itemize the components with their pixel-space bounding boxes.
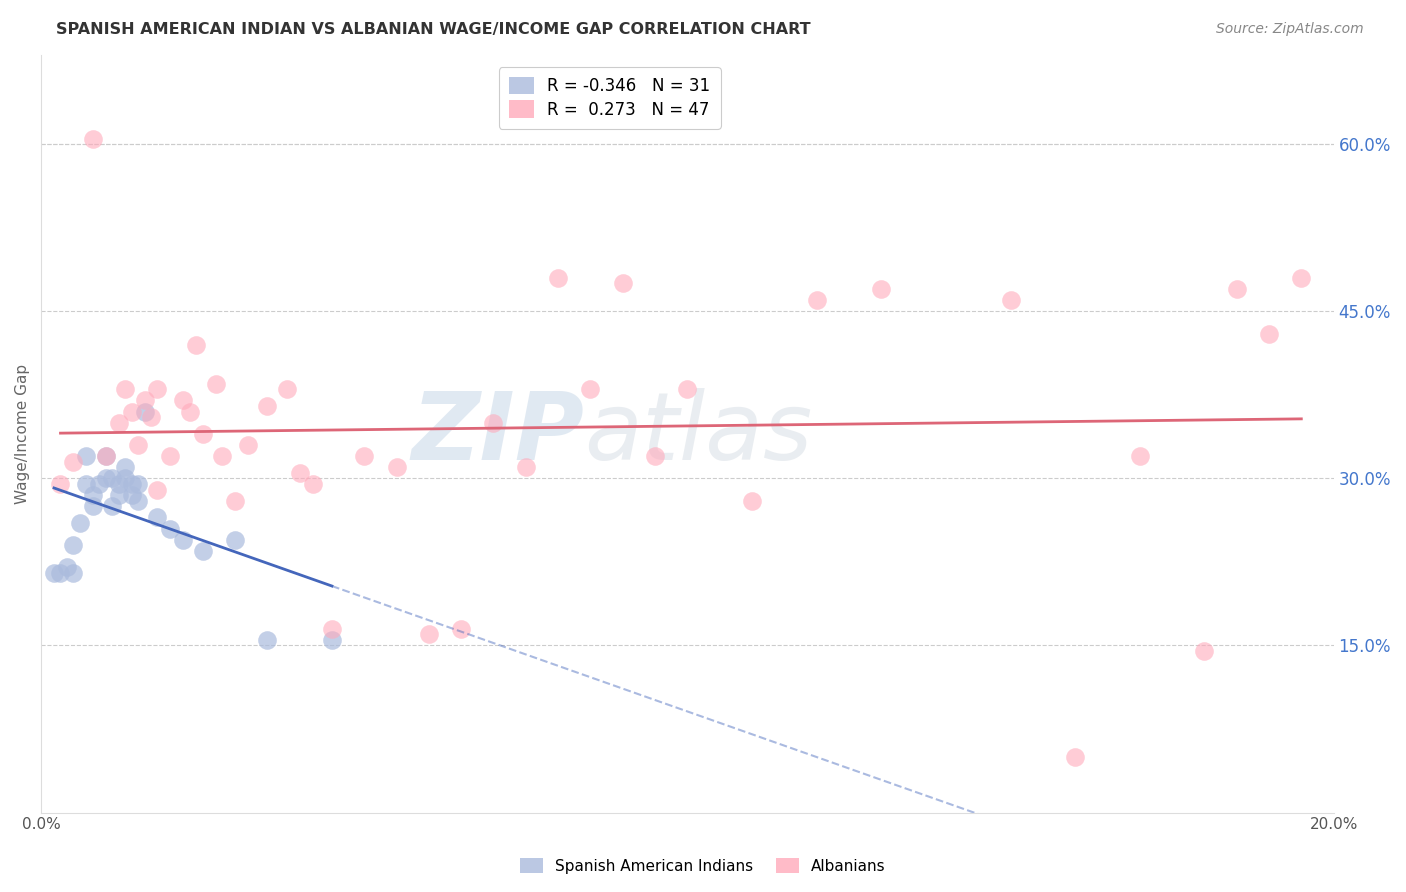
Point bbox=[94, 471, 117, 485]
Point bbox=[107, 488, 129, 502]
Point bbox=[82, 500, 104, 514]
Text: SPANISH AMERICAN INDIAN VS ALBANIAN WAGE/INCOME GAP CORRELATION CHART: SPANISH AMERICAN INDIAN VS ALBANIAN WAGE… bbox=[56, 22, 811, 37]
Point bbox=[1258, 326, 1281, 341]
Point bbox=[547, 271, 569, 285]
Point bbox=[1129, 449, 1152, 463]
Point bbox=[806, 293, 828, 308]
Point bbox=[288, 466, 311, 480]
Point bbox=[159, 449, 181, 463]
Point bbox=[579, 382, 602, 396]
Point bbox=[139, 410, 162, 425]
Point bbox=[1194, 644, 1216, 658]
Point bbox=[62, 566, 84, 580]
Point bbox=[146, 510, 169, 524]
Point bbox=[321, 622, 343, 636]
Point bbox=[450, 622, 472, 636]
Point bbox=[224, 533, 246, 547]
Point bbox=[127, 493, 149, 508]
Point bbox=[134, 393, 156, 408]
Point bbox=[224, 493, 246, 508]
Point bbox=[62, 455, 84, 469]
Point bbox=[121, 488, 143, 502]
Point bbox=[256, 399, 278, 413]
Text: atlas: atlas bbox=[583, 388, 813, 479]
Point bbox=[276, 382, 298, 396]
Point bbox=[56, 560, 79, 574]
Point bbox=[49, 477, 72, 491]
Point bbox=[353, 449, 375, 463]
Text: ZIP: ZIP bbox=[411, 388, 583, 480]
Point bbox=[179, 404, 201, 418]
Y-axis label: Wage/Income Gap: Wage/Income Gap bbox=[15, 364, 30, 504]
Point bbox=[321, 632, 343, 647]
Point bbox=[127, 438, 149, 452]
Point bbox=[89, 477, 111, 491]
Point bbox=[134, 404, 156, 418]
Point bbox=[42, 566, 65, 580]
Point bbox=[114, 460, 136, 475]
Point bbox=[1291, 271, 1313, 285]
Point bbox=[127, 477, 149, 491]
Point bbox=[94, 449, 117, 463]
Point bbox=[121, 404, 143, 418]
Point bbox=[676, 382, 699, 396]
Point bbox=[146, 483, 169, 497]
Point bbox=[236, 438, 259, 452]
Point bbox=[172, 393, 194, 408]
Point bbox=[101, 500, 124, 514]
Point bbox=[191, 543, 214, 558]
Point bbox=[82, 488, 104, 502]
Point bbox=[256, 632, 278, 647]
Point bbox=[107, 477, 129, 491]
Point bbox=[69, 516, 91, 530]
Point bbox=[1000, 293, 1022, 308]
Point bbox=[62, 538, 84, 552]
Point bbox=[1226, 282, 1249, 296]
Point bbox=[644, 449, 666, 463]
Point bbox=[121, 477, 143, 491]
Point bbox=[186, 337, 208, 351]
Point bbox=[204, 376, 226, 391]
Point bbox=[385, 460, 408, 475]
Legend: R = -0.346   N = 31, R =  0.273   N = 47: R = -0.346 N = 31, R = 0.273 N = 47 bbox=[499, 67, 720, 128]
Point bbox=[301, 477, 323, 491]
Point bbox=[211, 449, 233, 463]
Point bbox=[870, 282, 893, 296]
Point bbox=[172, 533, 194, 547]
Point bbox=[146, 382, 169, 396]
Point bbox=[612, 277, 634, 291]
Point bbox=[1064, 749, 1087, 764]
Point bbox=[114, 382, 136, 396]
Text: Source: ZipAtlas.com: Source: ZipAtlas.com bbox=[1216, 22, 1364, 37]
Point bbox=[741, 493, 763, 508]
Point bbox=[49, 566, 72, 580]
Point bbox=[418, 627, 440, 641]
Point bbox=[82, 131, 104, 145]
Point bbox=[107, 416, 129, 430]
Point bbox=[101, 471, 124, 485]
Legend: Spanish American Indians, Albanians: Spanish American Indians, Albanians bbox=[515, 852, 891, 880]
Point bbox=[159, 522, 181, 536]
Point bbox=[75, 477, 97, 491]
Point bbox=[515, 460, 537, 475]
Point bbox=[94, 449, 117, 463]
Point bbox=[114, 471, 136, 485]
Point bbox=[482, 416, 505, 430]
Point bbox=[75, 449, 97, 463]
Point bbox=[191, 426, 214, 441]
